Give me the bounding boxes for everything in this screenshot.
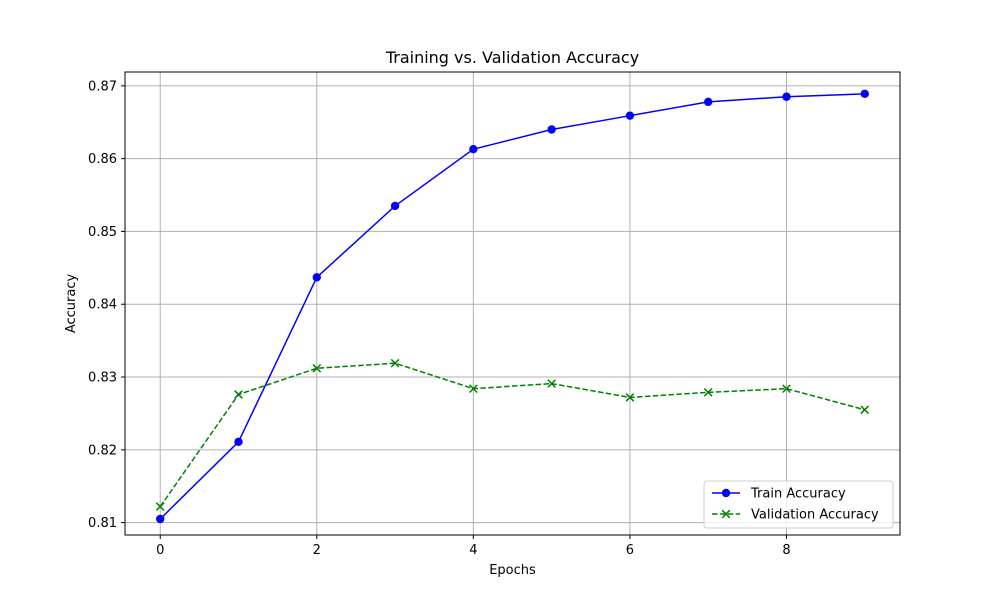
y-tick-label: 0.81 bbox=[88, 516, 117, 531]
legend-entry-train: Train Accuracy bbox=[712, 487, 846, 502]
data-point-validation bbox=[390, 358, 400, 368]
legend-box bbox=[703, 480, 894, 529]
data-point-train bbox=[782, 92, 791, 101]
legend-label-validation: Validation Accuracy bbox=[751, 508, 879, 523]
data-point-train bbox=[156, 514, 165, 524]
y-tick-label: 0.85 bbox=[88, 225, 117, 240]
data-point-validation bbox=[860, 405, 870, 415]
x-axis-label: Epochs bbox=[489, 563, 536, 578]
data-point-train bbox=[390, 201, 400, 211]
y-tick-label: 0.86 bbox=[88, 152, 117, 167]
chart-title: Training vs. Validation Accuracy bbox=[385, 48, 639, 67]
legend-label-train: Train Accuracy bbox=[750, 487, 846, 502]
x-tick-label: 4 bbox=[469, 543, 477, 558]
data-point-train bbox=[312, 273, 321, 282]
series-line-validation bbox=[159, 362, 865, 508]
data-point-train bbox=[547, 125, 556, 134]
data-point-train bbox=[625, 111, 635, 120]
y-tick-label: 0.87 bbox=[88, 79, 117, 94]
data-point-train bbox=[469, 144, 478, 154]
x-tick-label: 8 bbox=[782, 543, 790, 558]
data-point-validation bbox=[155, 502, 165, 511]
axis-ticks: 0 2 4 6 8 0.81 0.82 0.83 0.84 0.85 0.86 0.87 bbox=[88, 79, 791, 558]
series-train bbox=[156, 89, 869, 524]
series-validation bbox=[155, 358, 870, 511]
data-point-train bbox=[704, 97, 713, 107]
x-tick-label: 0 bbox=[156, 543, 164, 558]
legend-marker-validation bbox=[721, 509, 731, 519]
data-point-validation bbox=[782, 384, 791, 394]
data-point-validation bbox=[625, 393, 635, 402]
series-line-train bbox=[159, 93, 865, 520]
series-layer bbox=[155, 89, 870, 524]
legend: Train Accuracy Validation Accuracy bbox=[703, 480, 894, 529]
legend-entry-validation: Validation Accuracy bbox=[712, 508, 879, 523]
y-tick-label: 0.83 bbox=[88, 371, 117, 386]
data-point-train bbox=[860, 89, 869, 99]
y-axis-label: Accuracy bbox=[64, 274, 79, 334]
y-tick-label: 0.82 bbox=[88, 443, 117, 458]
data-point-train bbox=[234, 437, 243, 447]
data-point-validation bbox=[312, 363, 322, 373]
x-tick-label: 6 bbox=[626, 543, 634, 558]
data-point-validation bbox=[469, 384, 478, 394]
x-tick-label: 2 bbox=[313, 543, 321, 558]
plot-frame bbox=[124, 71, 901, 536]
data-point-validation bbox=[703, 387, 713, 397]
y-tick-label: 0.84 bbox=[88, 298, 117, 313]
data-point-validation bbox=[547, 379, 556, 388]
data-point-validation bbox=[234, 390, 243, 399]
legend-marker-train bbox=[721, 488, 731, 498]
